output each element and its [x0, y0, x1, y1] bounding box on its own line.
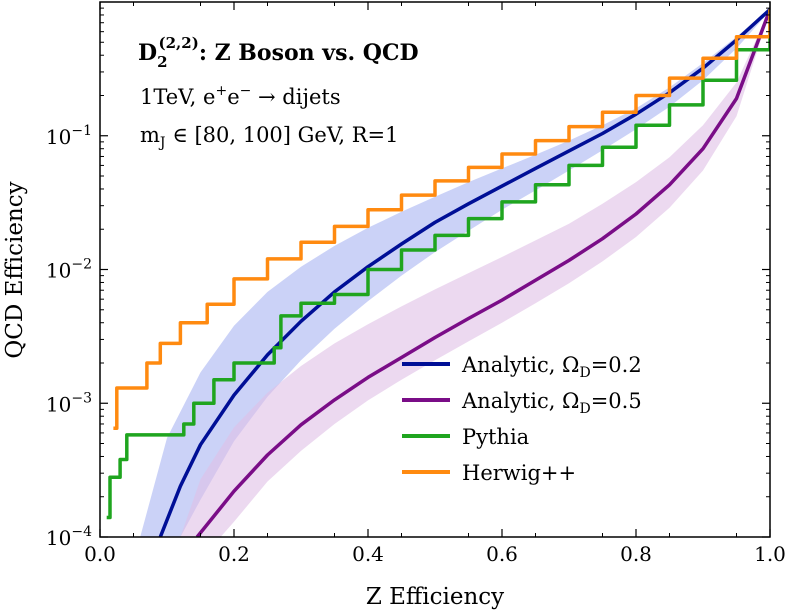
- legend-label: Analytic, ΩD=0.5: [461, 389, 642, 417]
- legend-label: Herwig++: [462, 461, 576, 485]
- y-tick-label: 10−4: [46, 524, 92, 550]
- x-tick-label: 0.0: [84, 542, 116, 566]
- tick-labels: 0.0 0.2 0.4 0.6 0.8 1.0 10−4 10−3 10−2 10−1: [46, 123, 786, 566]
- x-tick-label: 0.6: [486, 542, 518, 566]
- y-axis-title: QCD Efficiency: [2, 181, 28, 358]
- legend-label: Analytic, ΩD=0.2: [461, 353, 642, 381]
- chart-annotation-mass-window: mJ ∈ [80, 100] GeV, R=1: [140, 123, 398, 151]
- y-tick-label: 10−2: [46, 257, 92, 283]
- legend-label: Pythia: [462, 425, 529, 449]
- axis-ticks: [99, 2, 771, 538]
- y-tick-label: 10−1: [46, 123, 92, 149]
- line-series-1: [195, 8, 770, 537]
- line-series-3: [113, 9, 770, 431]
- line-series-2: [106, 9, 770, 520]
- chart-annotation-energy: 1TeV, e+e− → dijets: [140, 83, 341, 109]
- series-lines: [106, 8, 770, 537]
- x-tick-label: 1.0: [754, 542, 786, 566]
- x-tick-label: 0.8: [620, 542, 652, 566]
- chart-annotation-title: D2(2,2): Z Boson vs. QCD: [138, 34, 419, 71]
- band-series-0: [140, 8, 770, 537]
- x-tick-label: 0.2: [218, 542, 250, 566]
- x-axis-title: Z Efficiency: [366, 584, 504, 610]
- legend: Analytic, ΩD=0.2 Analytic, ΩD=0.5 Pythia He…: [402, 353, 642, 485]
- y-tick-label: 10−3: [46, 390, 92, 416]
- x-tick-label: 0.4: [352, 542, 384, 566]
